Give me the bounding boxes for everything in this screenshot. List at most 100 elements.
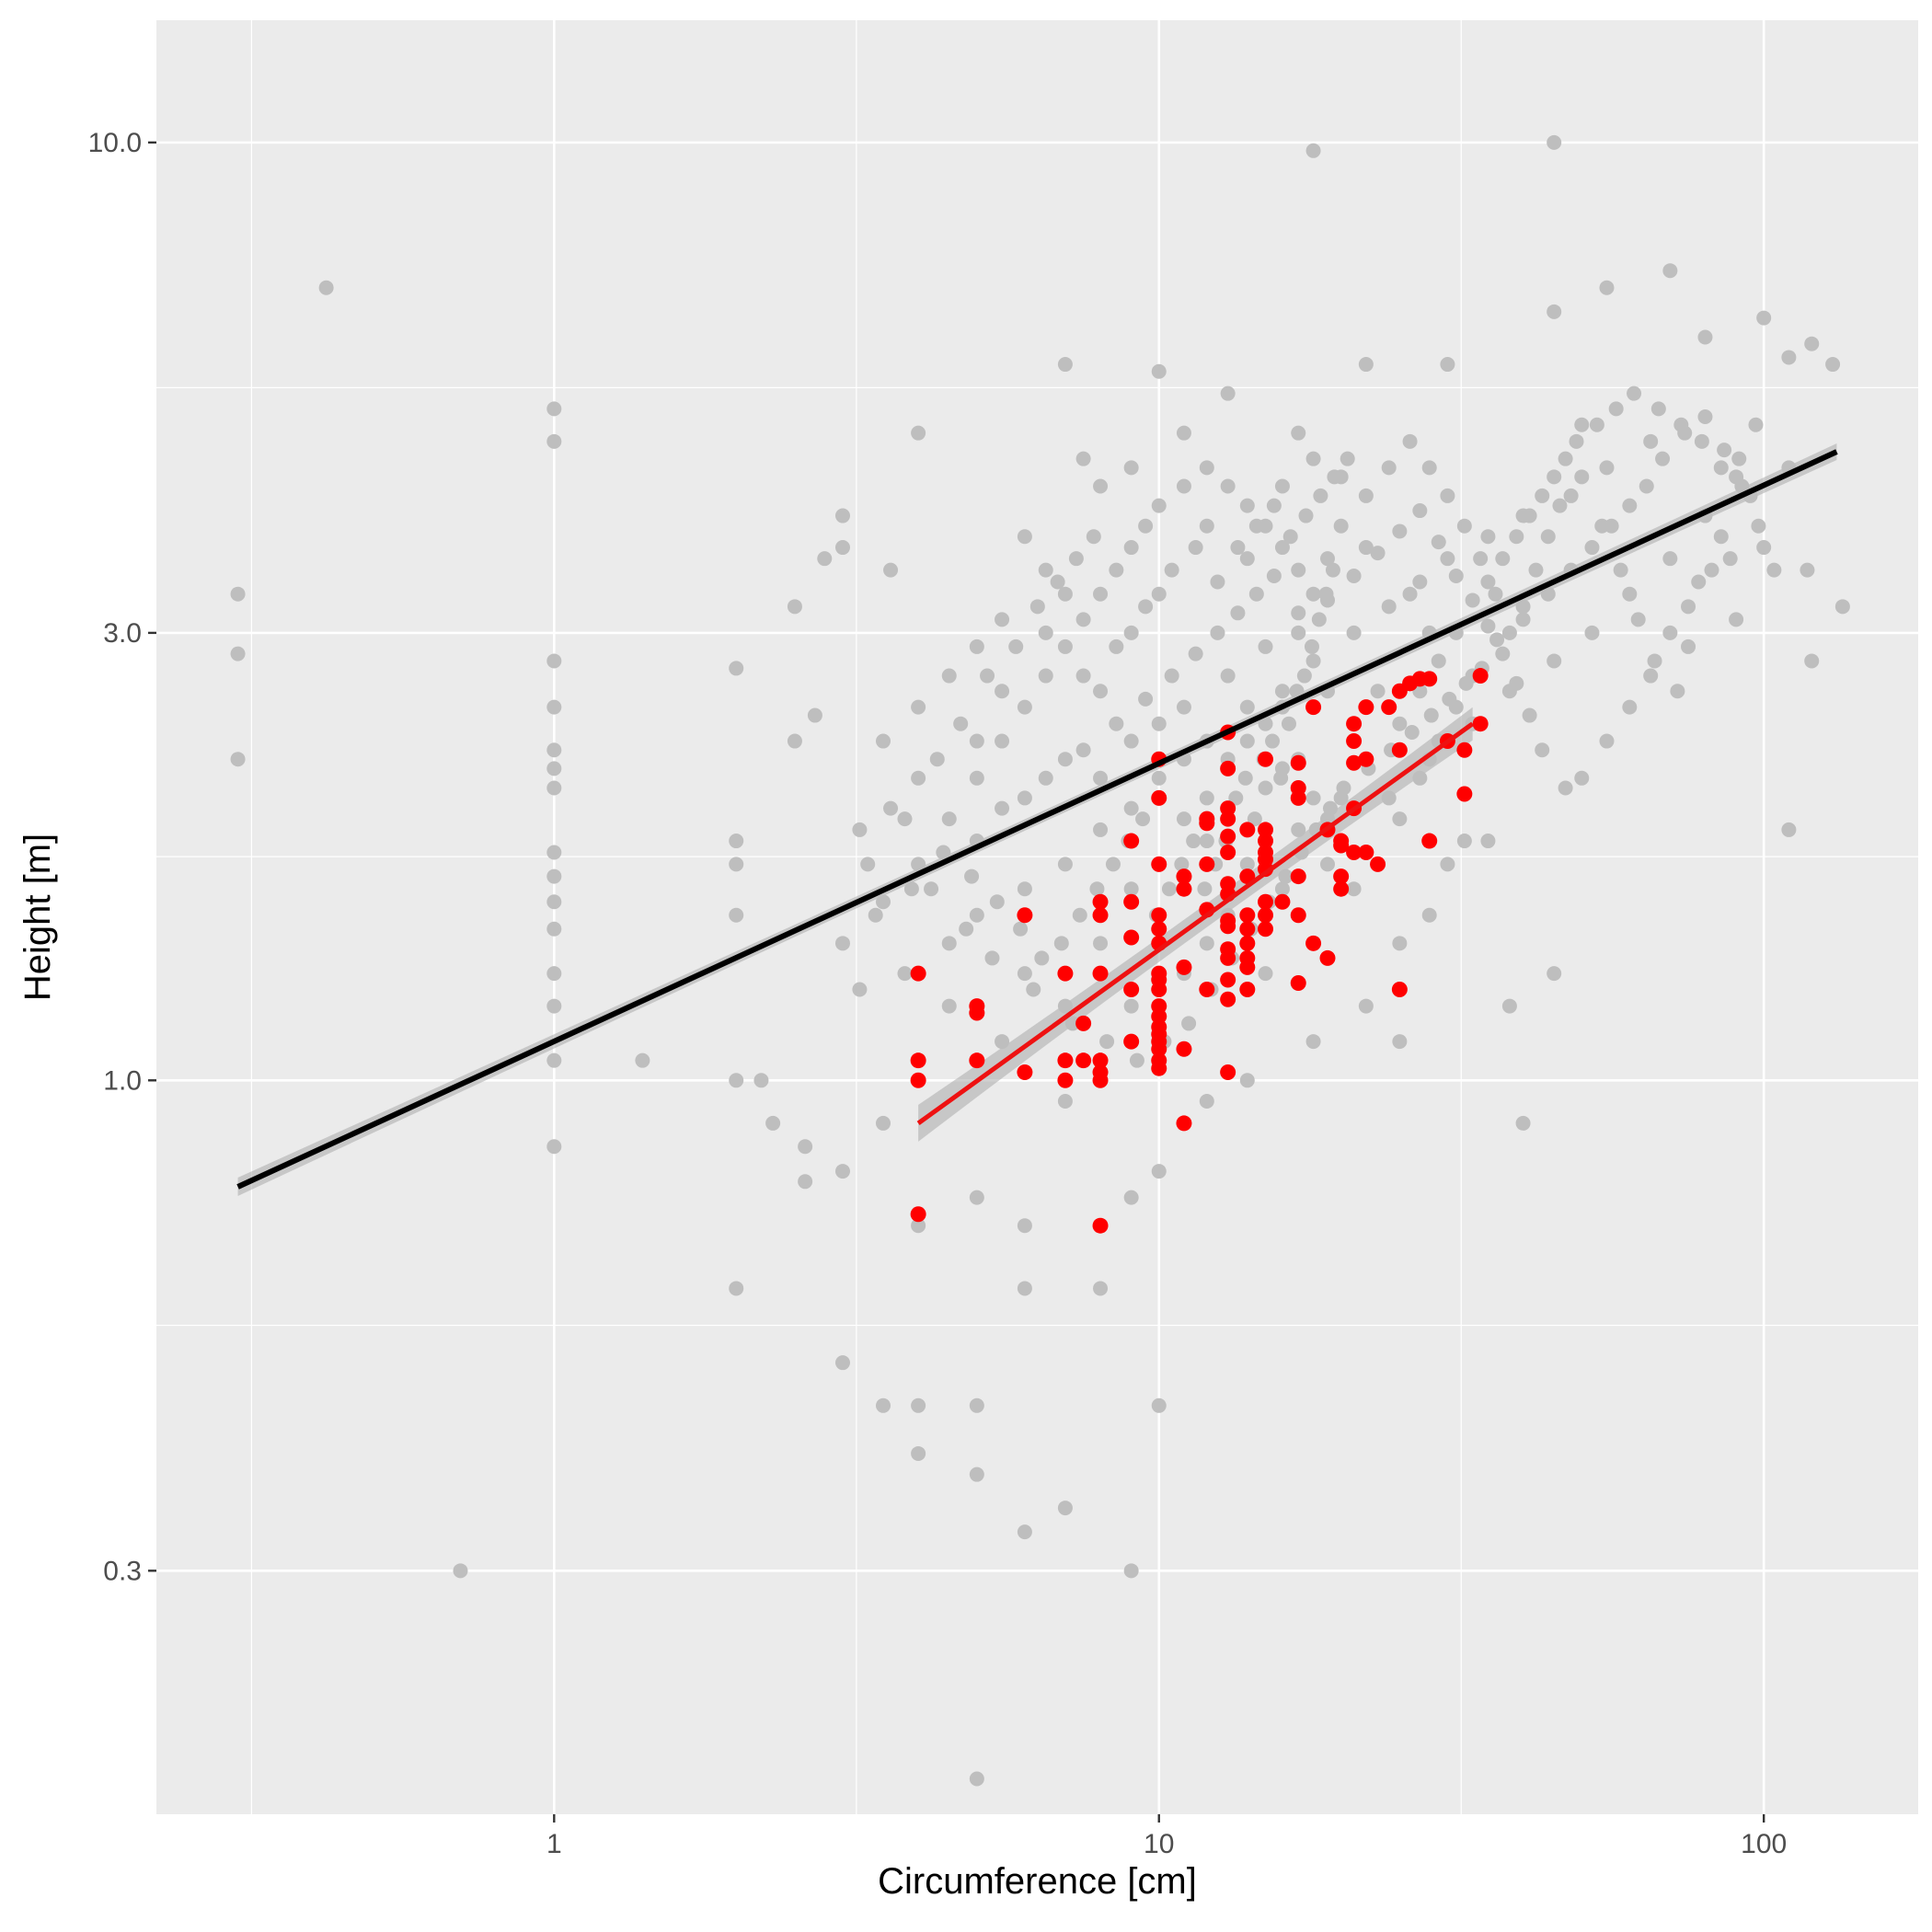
red-data-point (1151, 789, 1167, 806)
gray-data-point (995, 800, 1010, 816)
red-data-point (969, 1005, 985, 1021)
gray-data-point (1589, 417, 1604, 432)
gray-data-point (1038, 562, 1053, 578)
gray-data-point (1358, 540, 1374, 556)
gray-data-point (1488, 586, 1503, 602)
gray-data-point (1358, 998, 1374, 1014)
gray-data-point (1176, 699, 1191, 715)
gray-data-point (1440, 488, 1455, 503)
red-data-point (1472, 716, 1489, 732)
red-data-point (1220, 949, 1236, 966)
gray-data-point (911, 1218, 926, 1234)
gray-data-point (1622, 699, 1638, 715)
gray-data-point (1239, 1073, 1255, 1088)
red-data-point (1017, 1064, 1033, 1081)
y-tick-label: 0.3 (103, 1556, 142, 1586)
gray-data-point (1599, 460, 1615, 476)
gray-data-point (1239, 551, 1255, 567)
gray-data-point (1151, 363, 1167, 379)
gray-data-point (1340, 451, 1355, 466)
gray-data-point (1722, 551, 1738, 567)
gray-data-point (1199, 834, 1214, 849)
gray-data-point (1392, 936, 1408, 951)
gray-data-point (1574, 469, 1590, 485)
gray-data-point (911, 857, 926, 872)
gray-data-point (1176, 811, 1191, 827)
gray-data-point (924, 881, 939, 897)
gray-data-point (1574, 417, 1590, 432)
gray-data-point (1515, 612, 1531, 627)
red-data-point (1057, 1072, 1074, 1088)
gray-data-point (1336, 780, 1351, 796)
gray-data-point (1834, 599, 1850, 615)
gray-data-point (1305, 586, 1321, 602)
red-data-point (1092, 893, 1109, 910)
y-tick-label: 3.0 (103, 618, 142, 649)
gray-data-point (1199, 1093, 1214, 1109)
gray-data-point (1697, 329, 1713, 345)
gray-data-point (1075, 451, 1091, 466)
gray-data-point (729, 1073, 744, 1088)
red-data-point (1151, 1041, 1167, 1057)
gray-data-point (1440, 551, 1455, 567)
gray-data-point (1105, 857, 1121, 872)
gray-data-point (1129, 1052, 1144, 1068)
gray-data-point (834, 936, 850, 951)
gray-data-point (1574, 770, 1590, 786)
gray-data-point (1109, 638, 1124, 654)
gray-data-point (1248, 518, 1264, 534)
gray-data-point (1751, 518, 1766, 534)
gray-data-point (1480, 618, 1496, 634)
gray-data-point (1402, 433, 1418, 449)
red-data-point (1391, 742, 1408, 758)
gray-data-point (1622, 498, 1638, 513)
gray-data-point (1655, 451, 1671, 466)
red-data-point (1220, 918, 1236, 935)
black-fit-line (236, 449, 1838, 1190)
red-data-point (1123, 833, 1140, 849)
gray-data-point (1220, 385, 1236, 401)
gray-data-point (230, 752, 246, 767)
red-data-point (1346, 716, 1363, 732)
gray-data-point (1392, 811, 1408, 827)
gray-data-point (1151, 1164, 1167, 1179)
gray-data-point (1057, 857, 1073, 872)
gray-data-point (546, 921, 562, 937)
gray-data-point (959, 921, 974, 937)
gray-data-point (1123, 540, 1139, 556)
red-data-point (1239, 981, 1256, 997)
gray-data-point (1584, 625, 1600, 640)
gray-data-point (1057, 752, 1073, 767)
gray-data-point (1075, 742, 1091, 758)
red-data-point (1123, 893, 1140, 910)
red-data-point (1151, 921, 1167, 937)
gray-data-point (1298, 508, 1314, 523)
red-fit-line (916, 721, 1475, 1125)
gray-data-point (1480, 834, 1496, 849)
gray-data-point (546, 1052, 562, 1068)
red-data-point (1258, 751, 1274, 767)
gray-data-point (1109, 562, 1124, 578)
gray-data-point (1305, 653, 1321, 669)
gray-data-point (1489, 632, 1505, 648)
red-data-point (1358, 751, 1374, 767)
red-data-point (1239, 907, 1256, 924)
gray-data-point (1547, 469, 1562, 485)
gray-data-point (1563, 488, 1579, 503)
gray-data-point (969, 1397, 984, 1413)
gray-data-point (903, 881, 919, 897)
red-data-point (1220, 760, 1236, 776)
gray-data-point (1662, 263, 1678, 279)
gray-data-point (1176, 425, 1191, 441)
gray-data-point (1038, 625, 1053, 640)
gray-data-point (1199, 518, 1214, 534)
gray-data-point (989, 894, 1005, 910)
gray-data-point (1017, 529, 1032, 545)
gray-data-point (1333, 518, 1349, 534)
gray-data-point (1766, 562, 1782, 578)
red-data-point (1176, 1041, 1192, 1057)
gray-data-point (969, 638, 984, 654)
red-data-point (1017, 907, 1033, 924)
gray-data-point (1265, 733, 1281, 749)
red-data-point (1258, 921, 1274, 937)
